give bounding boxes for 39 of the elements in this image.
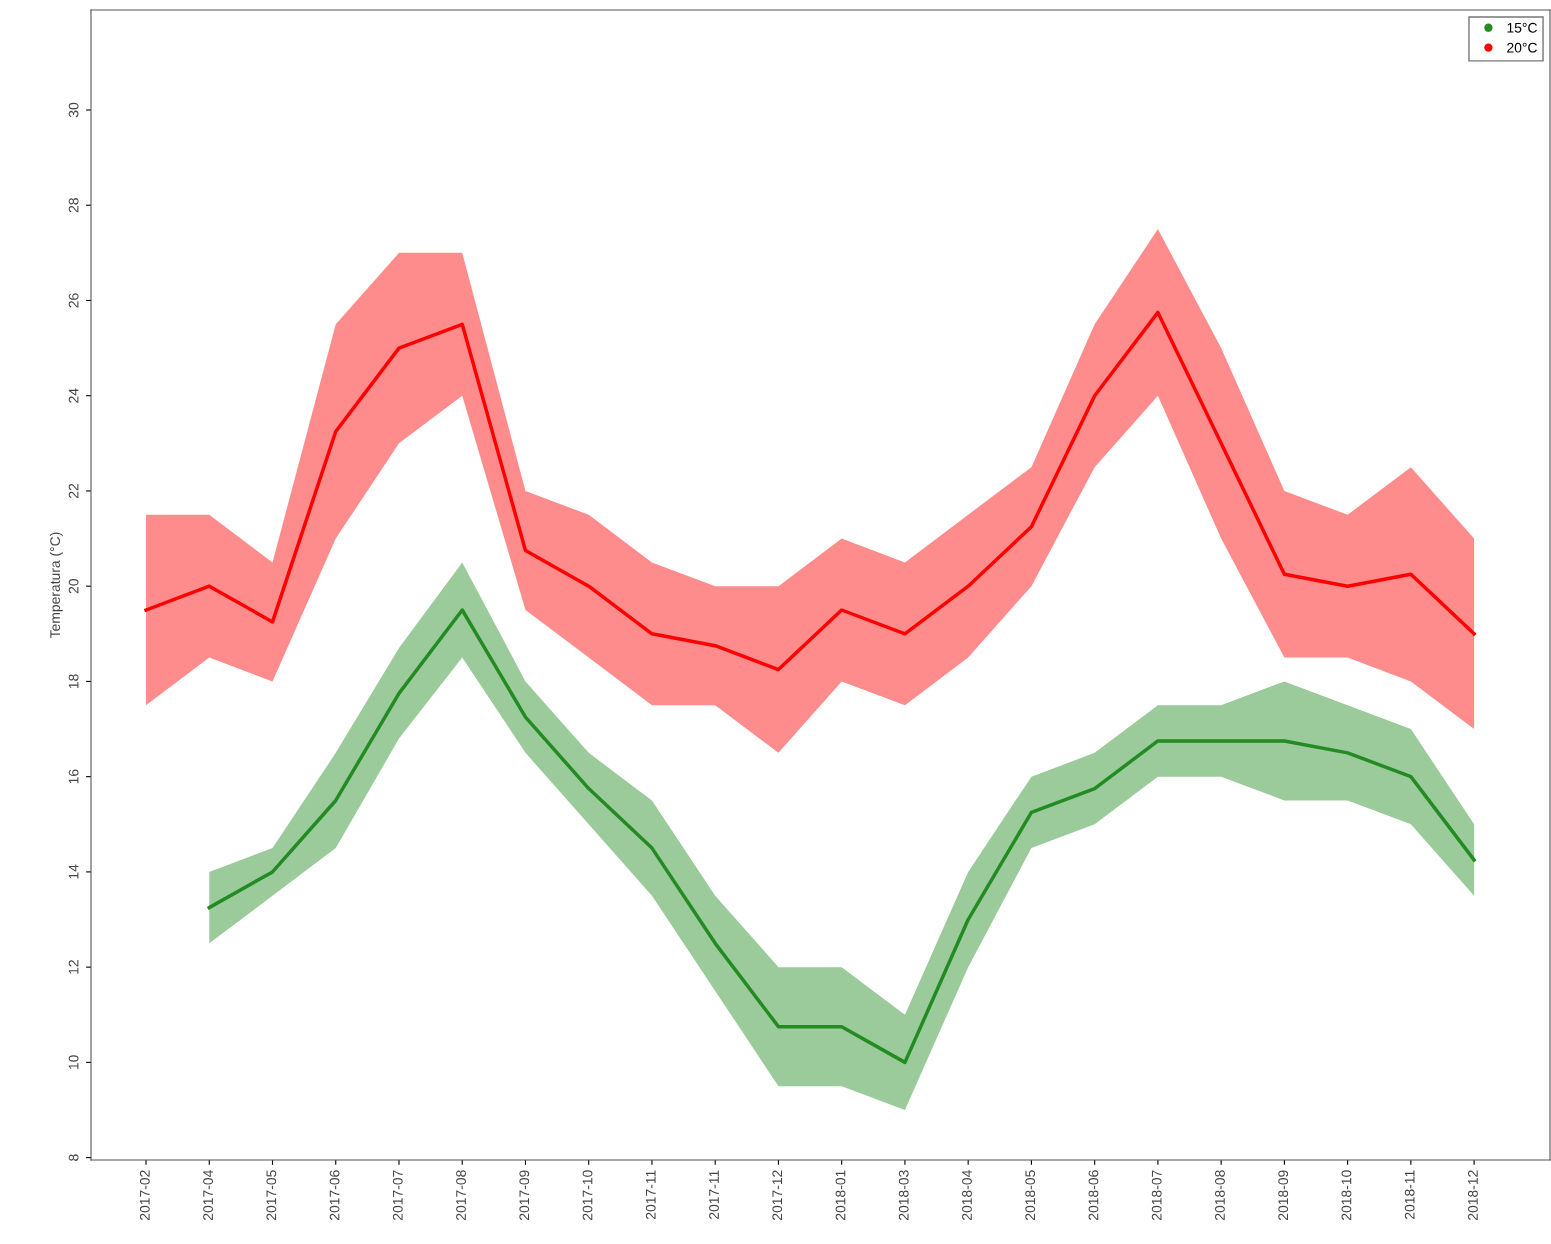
x-tick-label: 2017-06 (329, 1170, 340, 1220)
y-tick-label: 10 (68, 1055, 79, 1070)
y-tick-label: 28 (68, 198, 79, 213)
y-tick-label: 20 (68, 579, 79, 594)
y-tick-label: 24 (68, 388, 79, 403)
y-tick-label: 18 (68, 674, 79, 689)
x-tick-label: 2017-08 (456, 1170, 466, 1220)
x-tick-label: 2017-10 (582, 1170, 593, 1220)
x-tick-label: 2018-08 (1215, 1170, 1225, 1220)
x-tick-label: 2017-04 (203, 1170, 213, 1220)
x-tick-label: 2018-05 (1025, 1170, 1036, 1220)
x-tick-label: 2017-05 (266, 1170, 277, 1220)
x-tick-label: 2018-01 (835, 1170, 846, 1220)
x-tick-label: 2018-10 (1341, 1170, 1352, 1220)
line-series (144, 310, 1476, 672)
x-tick-label: 2018-12 (1468, 1170, 1478, 1220)
y-axis-title: Temperatura (°C) (49, 532, 63, 639)
y-tick-label: 14 (68, 864, 79, 879)
x-tick-label: 2017-02 (139, 1170, 150, 1220)
legend-label: 20°C (1507, 42, 1537, 53)
x-tick-label: 2017-07 (392, 1170, 403, 1220)
x-tick-label: 2017-09 (519, 1170, 530, 1220)
x-tick-label: 2018-06 (1088, 1170, 1099, 1220)
x-tick-label: 2017-11 (709, 1170, 719, 1219)
y-tick-label: 26 (68, 293, 79, 308)
x-tick-label: 2017-12 (772, 1170, 783, 1220)
x-tick-label: 2018-09 (1278, 1170, 1289, 1220)
y-tick-label: 30 (68, 102, 79, 118)
y-tick-label: 8 (68, 1154, 79, 1161)
x-tick-label: 2018-07 (1151, 1170, 1162, 1220)
x-tick-label: 2018-03 (898, 1170, 909, 1220)
x-tick-label: 2017-11 (645, 1170, 656, 1219)
y-tick-label: 16 (68, 769, 79, 784)
line-series (207, 608, 1476, 1065)
x-tick-label: 2018-04 (962, 1170, 972, 1220)
x-tick-label: 2018-11 (1404, 1170, 1415, 1219)
y-tick-label: 12 (68, 960, 79, 974)
y-tick-label: 22 (68, 483, 79, 498)
legend-label: 15°C (1507, 22, 1537, 33)
